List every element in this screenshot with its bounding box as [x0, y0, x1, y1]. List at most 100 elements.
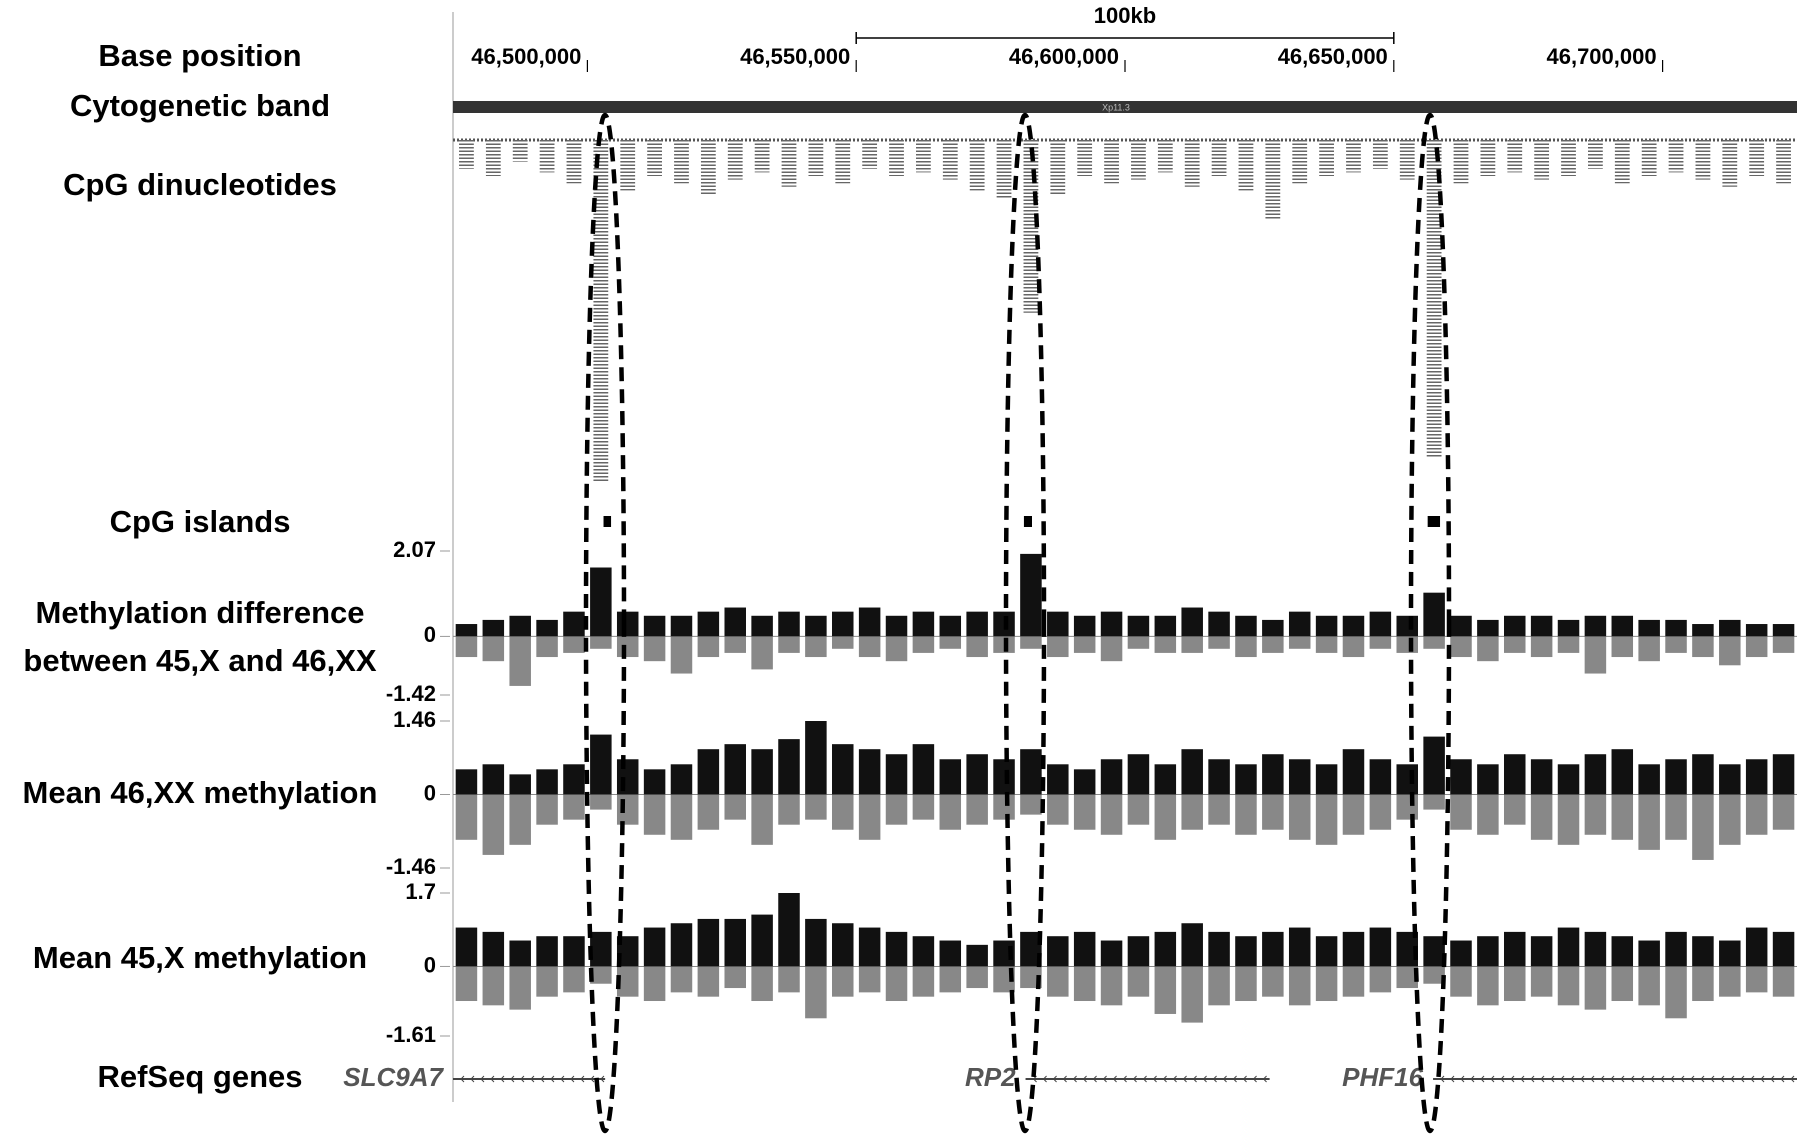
gene-name: PHF16: [1342, 1062, 1423, 1092]
bar-above: [1584, 931, 1607, 967]
bar-below: [1100, 636, 1123, 662]
gene-chevron: [1092, 1075, 1097, 1083]
bar-below: [1073, 966, 1096, 1002]
x-tick-label: 46,550,000: [740, 44, 850, 69]
bar-below: [482, 636, 505, 662]
bar-below: [482, 966, 505, 1006]
bar-below: [536, 966, 558, 997]
bar-below: [1342, 636, 1365, 658]
bar-below: [1638, 794, 1660, 850]
gene-chevron: [1620, 1075, 1625, 1083]
bar-below: [1047, 636, 1069, 658]
bar-above: [1745, 927, 1768, 967]
bar-above: [1047, 611, 1069, 637]
bar-below: [1127, 966, 1150, 997]
x-tick-label: 46,500,000: [471, 44, 581, 69]
cpg-island: [1023, 516, 1032, 527]
gene-chevron: [1062, 1075, 1067, 1083]
bar-below: [1127, 794, 1150, 825]
bar-above: [1288, 759, 1311, 795]
bar-below: [697, 794, 720, 830]
bar-above: [724, 607, 746, 637]
bar-above: [1127, 615, 1150, 637]
bar-above: [1127, 754, 1150, 795]
bar-below: [1692, 966, 1714, 1002]
bar-below: [724, 636, 746, 653]
bar-below: [966, 966, 988, 989]
bar-above: [724, 918, 746, 967]
x-tick-label: 46,600,000: [1009, 44, 1119, 69]
bar-below: [1100, 966, 1123, 1006]
gene-chevron: [1500, 1075, 1505, 1083]
bar-below: [1584, 794, 1607, 835]
bar-below: [1557, 636, 1580, 653]
track-label: between 45,X and 46,XX: [23, 643, 377, 678]
bar-below: [832, 636, 854, 649]
bar-above: [1611, 615, 1634, 637]
bar-above: [858, 749, 881, 795]
bar-below: [509, 636, 531, 686]
bar-below: [966, 794, 988, 825]
gene-chevron: [1042, 1075, 1047, 1083]
gene-chevron: [1262, 1075, 1267, 1083]
bar-below: [1262, 966, 1284, 997]
bar-above: [1423, 592, 1445, 637]
bar-below: [1745, 966, 1768, 993]
track-label: Mean 46,XX methylation: [23, 775, 378, 810]
bar-above: [1719, 940, 1741, 967]
bar-below: [832, 966, 854, 997]
y-tick-label: 0: [424, 622, 436, 647]
bar-below: [1530, 636, 1553, 658]
bar-above: [912, 611, 935, 637]
gene-chevron: [600, 1075, 605, 1083]
bar-above: [670, 764, 693, 795]
bar-below: [1611, 794, 1634, 840]
bar-above: [966, 754, 988, 795]
bar-above: [1288, 611, 1311, 637]
bar-above: [993, 759, 1015, 795]
bar-above: [1692, 624, 1714, 637]
bar-above: [455, 769, 478, 795]
track-label: Methylation difference: [36, 595, 365, 630]
gene-chevron: [1710, 1075, 1715, 1083]
bar-above: [1530, 759, 1553, 795]
bar-above: [1369, 611, 1392, 637]
bar-above: [1315, 764, 1338, 795]
bar-above: [1665, 759, 1687, 795]
bar-above: [1154, 764, 1177, 795]
bar-below: [1235, 794, 1257, 835]
bar-above: [643, 927, 666, 967]
bar-above: [1235, 615, 1257, 637]
bar-above: [1638, 764, 1660, 795]
bar-above: [1772, 624, 1795, 637]
bar-below: [1450, 966, 1472, 997]
bar-above: [778, 893, 800, 967]
gene-chevron: [1630, 1075, 1635, 1083]
bar-above: [1396, 615, 1418, 637]
bar-below: [1504, 966, 1526, 1002]
bar-above: [966, 611, 988, 637]
gene-chevron: [1670, 1075, 1675, 1083]
gene-chevron: [1570, 1075, 1575, 1083]
bar-below: [1073, 794, 1096, 830]
cpg-island: [1427, 516, 1441, 527]
bar-above: [590, 734, 612, 795]
gene-chevron: [1222, 1075, 1227, 1083]
bar-above: [643, 615, 666, 637]
bar-above: [1073, 615, 1096, 637]
bar-below: [1530, 966, 1553, 997]
bar-below: [885, 966, 908, 1002]
gene-chevron: [570, 1075, 575, 1083]
gene-chevron: [1132, 1075, 1137, 1083]
gene-name: RP2: [965, 1062, 1016, 1092]
bar-below: [1262, 794, 1284, 830]
bar-below: [616, 636, 639, 658]
bar-above: [1154, 615, 1177, 637]
bar-below: [1020, 794, 1042, 815]
bar-below: [1235, 966, 1257, 1002]
bar-below: [778, 636, 800, 653]
bar-above: [1369, 759, 1392, 795]
gene-chevron: [1600, 1075, 1605, 1083]
bar-above: [912, 936, 935, 967]
gene-chevron: [1560, 1075, 1565, 1083]
